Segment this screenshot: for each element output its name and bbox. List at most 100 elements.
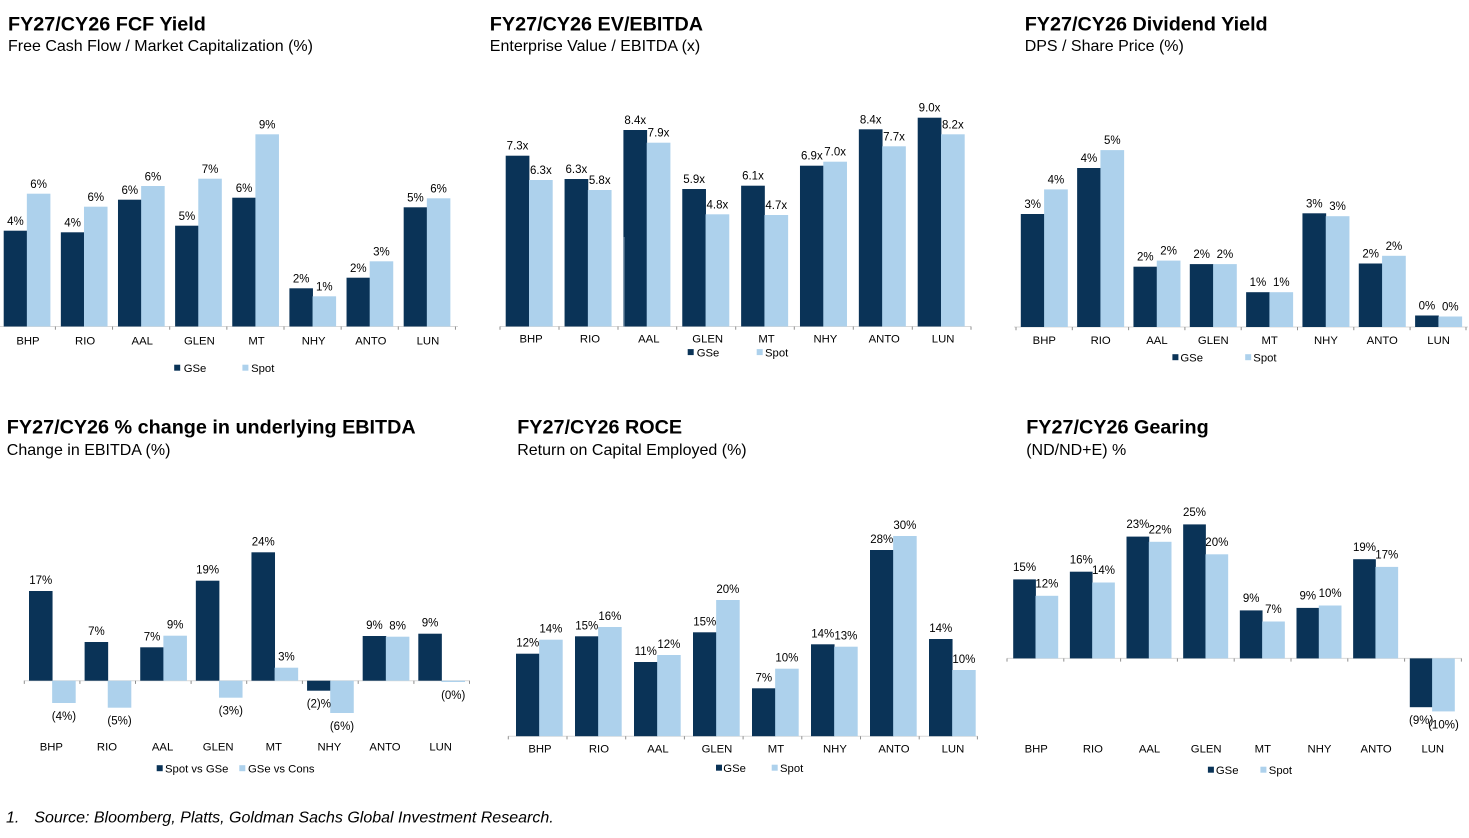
svg-text:MT: MT <box>266 742 282 754</box>
svg-text:FY27/CY26 Dividend Yield: FY27/CY26 Dividend Yield <box>1025 14 1268 36</box>
svg-text:(4%): (4%) <box>52 711 76 723</box>
svg-text:4.8x: 4.8x <box>707 199 729 211</box>
svg-text:ANTO: ANTO <box>878 744 909 756</box>
svg-text:1%: 1% <box>316 282 333 294</box>
svg-text:3%: 3% <box>278 652 295 664</box>
svg-text:14%: 14% <box>1092 565 1115 577</box>
svg-text:LUN: LUN <box>1421 743 1444 755</box>
svg-text:Source: Bloomberg, Platts, Gol: Source: Bloomberg, Platts, Goldman Sachs… <box>34 810 553 827</box>
svg-text:24%: 24% <box>252 536 275 548</box>
svg-text:NHY: NHY <box>302 336 326 348</box>
svg-text:6.1x: 6.1x <box>742 171 764 183</box>
svg-text:NHY: NHY <box>1308 743 1332 755</box>
svg-text:(6%): (6%) <box>330 721 354 733</box>
svg-text:ANTO: ANTO <box>1367 335 1398 347</box>
svg-text:12%: 12% <box>657 639 680 651</box>
svg-text:4%: 4% <box>1081 153 1098 165</box>
svg-text:Change in EBITDA (%): Change in EBITDA (%) <box>7 442 171 459</box>
svg-text:13%: 13% <box>834 631 857 643</box>
svg-text:AAL: AAL <box>647 744 668 756</box>
svg-text:RIO: RIO <box>580 334 600 346</box>
svg-text:7.7x: 7.7x <box>883 131 905 143</box>
svg-text:6%: 6% <box>30 179 47 191</box>
svg-text:ANTO: ANTO <box>369 742 400 754</box>
svg-text:7.3x: 7.3x <box>507 141 529 153</box>
svg-text:20%: 20% <box>716 584 739 596</box>
svg-text:15%: 15% <box>693 616 716 628</box>
svg-text:BHP: BHP <box>519 334 542 346</box>
svg-text:9%: 9% <box>1300 591 1317 603</box>
svg-text:MT: MT <box>758 334 774 346</box>
svg-text:GSe: GSe <box>1180 353 1203 365</box>
svg-text:7%: 7% <box>202 164 219 176</box>
svg-text:MT: MT <box>1255 743 1271 755</box>
svg-text:7%: 7% <box>88 626 105 638</box>
svg-text:22%: 22% <box>1149 524 1172 536</box>
svg-text:5%: 5% <box>179 211 196 223</box>
svg-text:30%: 30% <box>893 520 916 532</box>
svg-text:RIO: RIO <box>1083 743 1103 755</box>
svg-text:3%: 3% <box>1024 199 1041 211</box>
svg-text:1.: 1. <box>6 810 19 827</box>
svg-text:2%: 2% <box>350 263 367 275</box>
svg-text:6%: 6% <box>236 183 253 195</box>
svg-text:0%: 0% <box>1442 302 1459 314</box>
svg-text:12%: 12% <box>1035 578 1058 590</box>
svg-text:6%: 6% <box>121 185 138 197</box>
svg-text:7%: 7% <box>1265 604 1282 616</box>
svg-text:Spot: Spot <box>780 763 804 775</box>
svg-text:FY27/CY26 Gearing: FY27/CY26 Gearing <box>1026 417 1209 439</box>
svg-text:GLEN: GLEN <box>184 336 215 348</box>
svg-text:ANTO: ANTO <box>869 334 900 346</box>
svg-text:1%: 1% <box>1250 277 1267 289</box>
svg-text:2%: 2% <box>1193 249 1210 261</box>
svg-text:ANTO: ANTO <box>355 336 386 348</box>
svg-text:2%: 2% <box>1362 249 1379 261</box>
svg-text:AAL: AAL <box>1139 743 1160 755</box>
svg-text:GLEN: GLEN <box>692 334 723 346</box>
svg-text:8%: 8% <box>389 621 406 633</box>
svg-text:BHP: BHP <box>1033 335 1056 347</box>
svg-text:10%: 10% <box>1319 588 1342 600</box>
svg-text:17%: 17% <box>29 575 52 587</box>
svg-text:11%: 11% <box>635 646 657 658</box>
svg-text:LUN: LUN <box>417 336 440 348</box>
svg-text:NHY: NHY <box>813 334 837 346</box>
svg-text:3%: 3% <box>1329 201 1346 213</box>
svg-text:MT: MT <box>248 336 264 348</box>
svg-text:RIO: RIO <box>75 336 95 348</box>
svg-text:17%: 17% <box>1375 550 1398 562</box>
svg-text:BHP: BHP <box>40 742 63 754</box>
svg-text:7%: 7% <box>755 672 772 684</box>
svg-text:8.4x: 8.4x <box>624 115 646 127</box>
svg-text:8.4x: 8.4x <box>860 114 882 126</box>
svg-text:4.7x: 4.7x <box>765 200 787 212</box>
svg-text:9.0x: 9.0x <box>919 103 941 115</box>
svg-text:GSe: GSe <box>697 347 720 359</box>
svg-text:AAL: AAL <box>638 334 659 346</box>
svg-text:FY27/CY26 EV/EBITDA: FY27/CY26 EV/EBITDA <box>490 14 703 36</box>
svg-text:2%: 2% <box>1137 252 1154 264</box>
svg-text:GSe: GSe <box>723 763 746 775</box>
svg-text:6.9x: 6.9x <box>801 151 823 163</box>
svg-text:RIO: RIO <box>97 742 117 754</box>
svg-text:Return on Capital Employed (%): Return on Capital Employed (%) <box>517 442 746 459</box>
svg-text:(5%): (5%) <box>107 716 131 728</box>
svg-text:3%: 3% <box>373 247 390 259</box>
svg-text:GLEN: GLEN <box>203 742 234 754</box>
svg-text:6%: 6% <box>87 192 104 204</box>
svg-text:LUN: LUN <box>942 744 965 756</box>
svg-text:5.9x: 5.9x <box>683 174 705 186</box>
svg-text:FY27/CY26 FCF Yield: FY27/CY26 FCF Yield <box>8 14 206 36</box>
svg-text:(10%): (10%) <box>1428 719 1459 731</box>
svg-text:6.3x: 6.3x <box>530 165 552 177</box>
svg-text:9%: 9% <box>259 120 276 132</box>
svg-text:2%: 2% <box>1217 249 1234 261</box>
svg-text:FY27/CY26 ROCE: FY27/CY26 ROCE <box>517 417 682 439</box>
svg-text:5.8x: 5.8x <box>589 175 611 187</box>
svg-text:MT: MT <box>1261 335 1277 347</box>
svg-text:Free Cash Flow / Market Capita: Free Cash Flow / Market Capitalization (… <box>8 38 313 55</box>
svg-text:19%: 19% <box>1353 542 1376 554</box>
svg-text:2%: 2% <box>293 274 310 286</box>
svg-text:5%: 5% <box>1104 135 1121 147</box>
